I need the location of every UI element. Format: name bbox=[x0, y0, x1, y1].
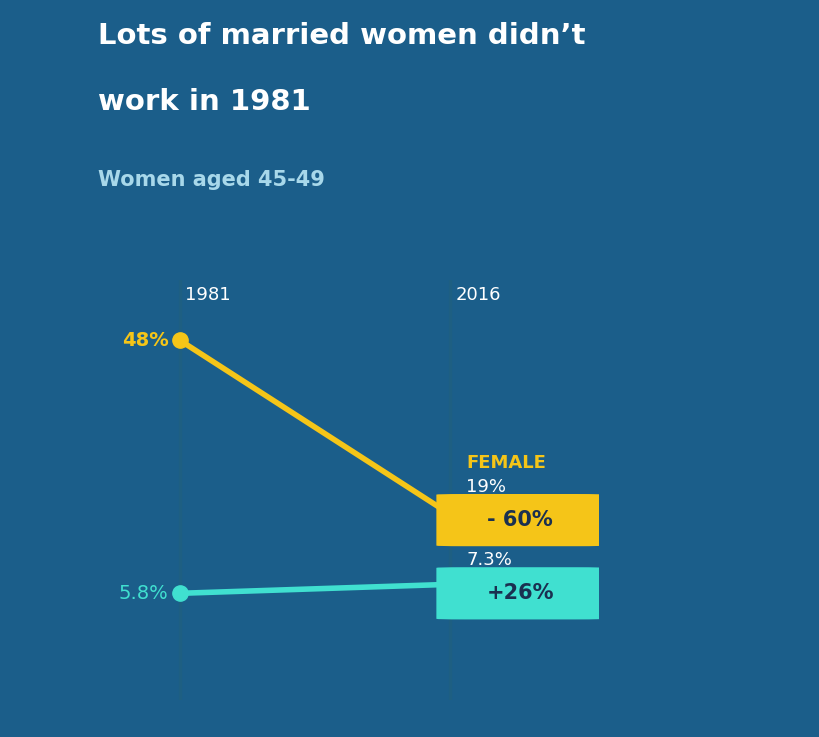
Text: +26%: +26% bbox=[486, 583, 554, 604]
FancyBboxPatch shape bbox=[436, 494, 604, 546]
Text: 5.8%: 5.8% bbox=[119, 584, 169, 603]
Text: Lots of married women didn’t: Lots of married women didn’t bbox=[98, 22, 586, 50]
Text: 7.3%: 7.3% bbox=[465, 551, 511, 569]
Text: work in 1981: work in 1981 bbox=[98, 88, 310, 116]
Text: MALE: MALE bbox=[465, 527, 521, 545]
Text: Women aged 45-49: Women aged 45-49 bbox=[98, 170, 325, 189]
Text: 48%: 48% bbox=[122, 331, 169, 349]
Text: 2016: 2016 bbox=[455, 286, 500, 304]
Text: - 60%: - 60% bbox=[486, 510, 552, 530]
Text: 1981: 1981 bbox=[185, 286, 230, 304]
Text: FEMALE: FEMALE bbox=[465, 454, 545, 472]
FancyBboxPatch shape bbox=[436, 567, 604, 619]
Text: 19%: 19% bbox=[465, 478, 505, 496]
